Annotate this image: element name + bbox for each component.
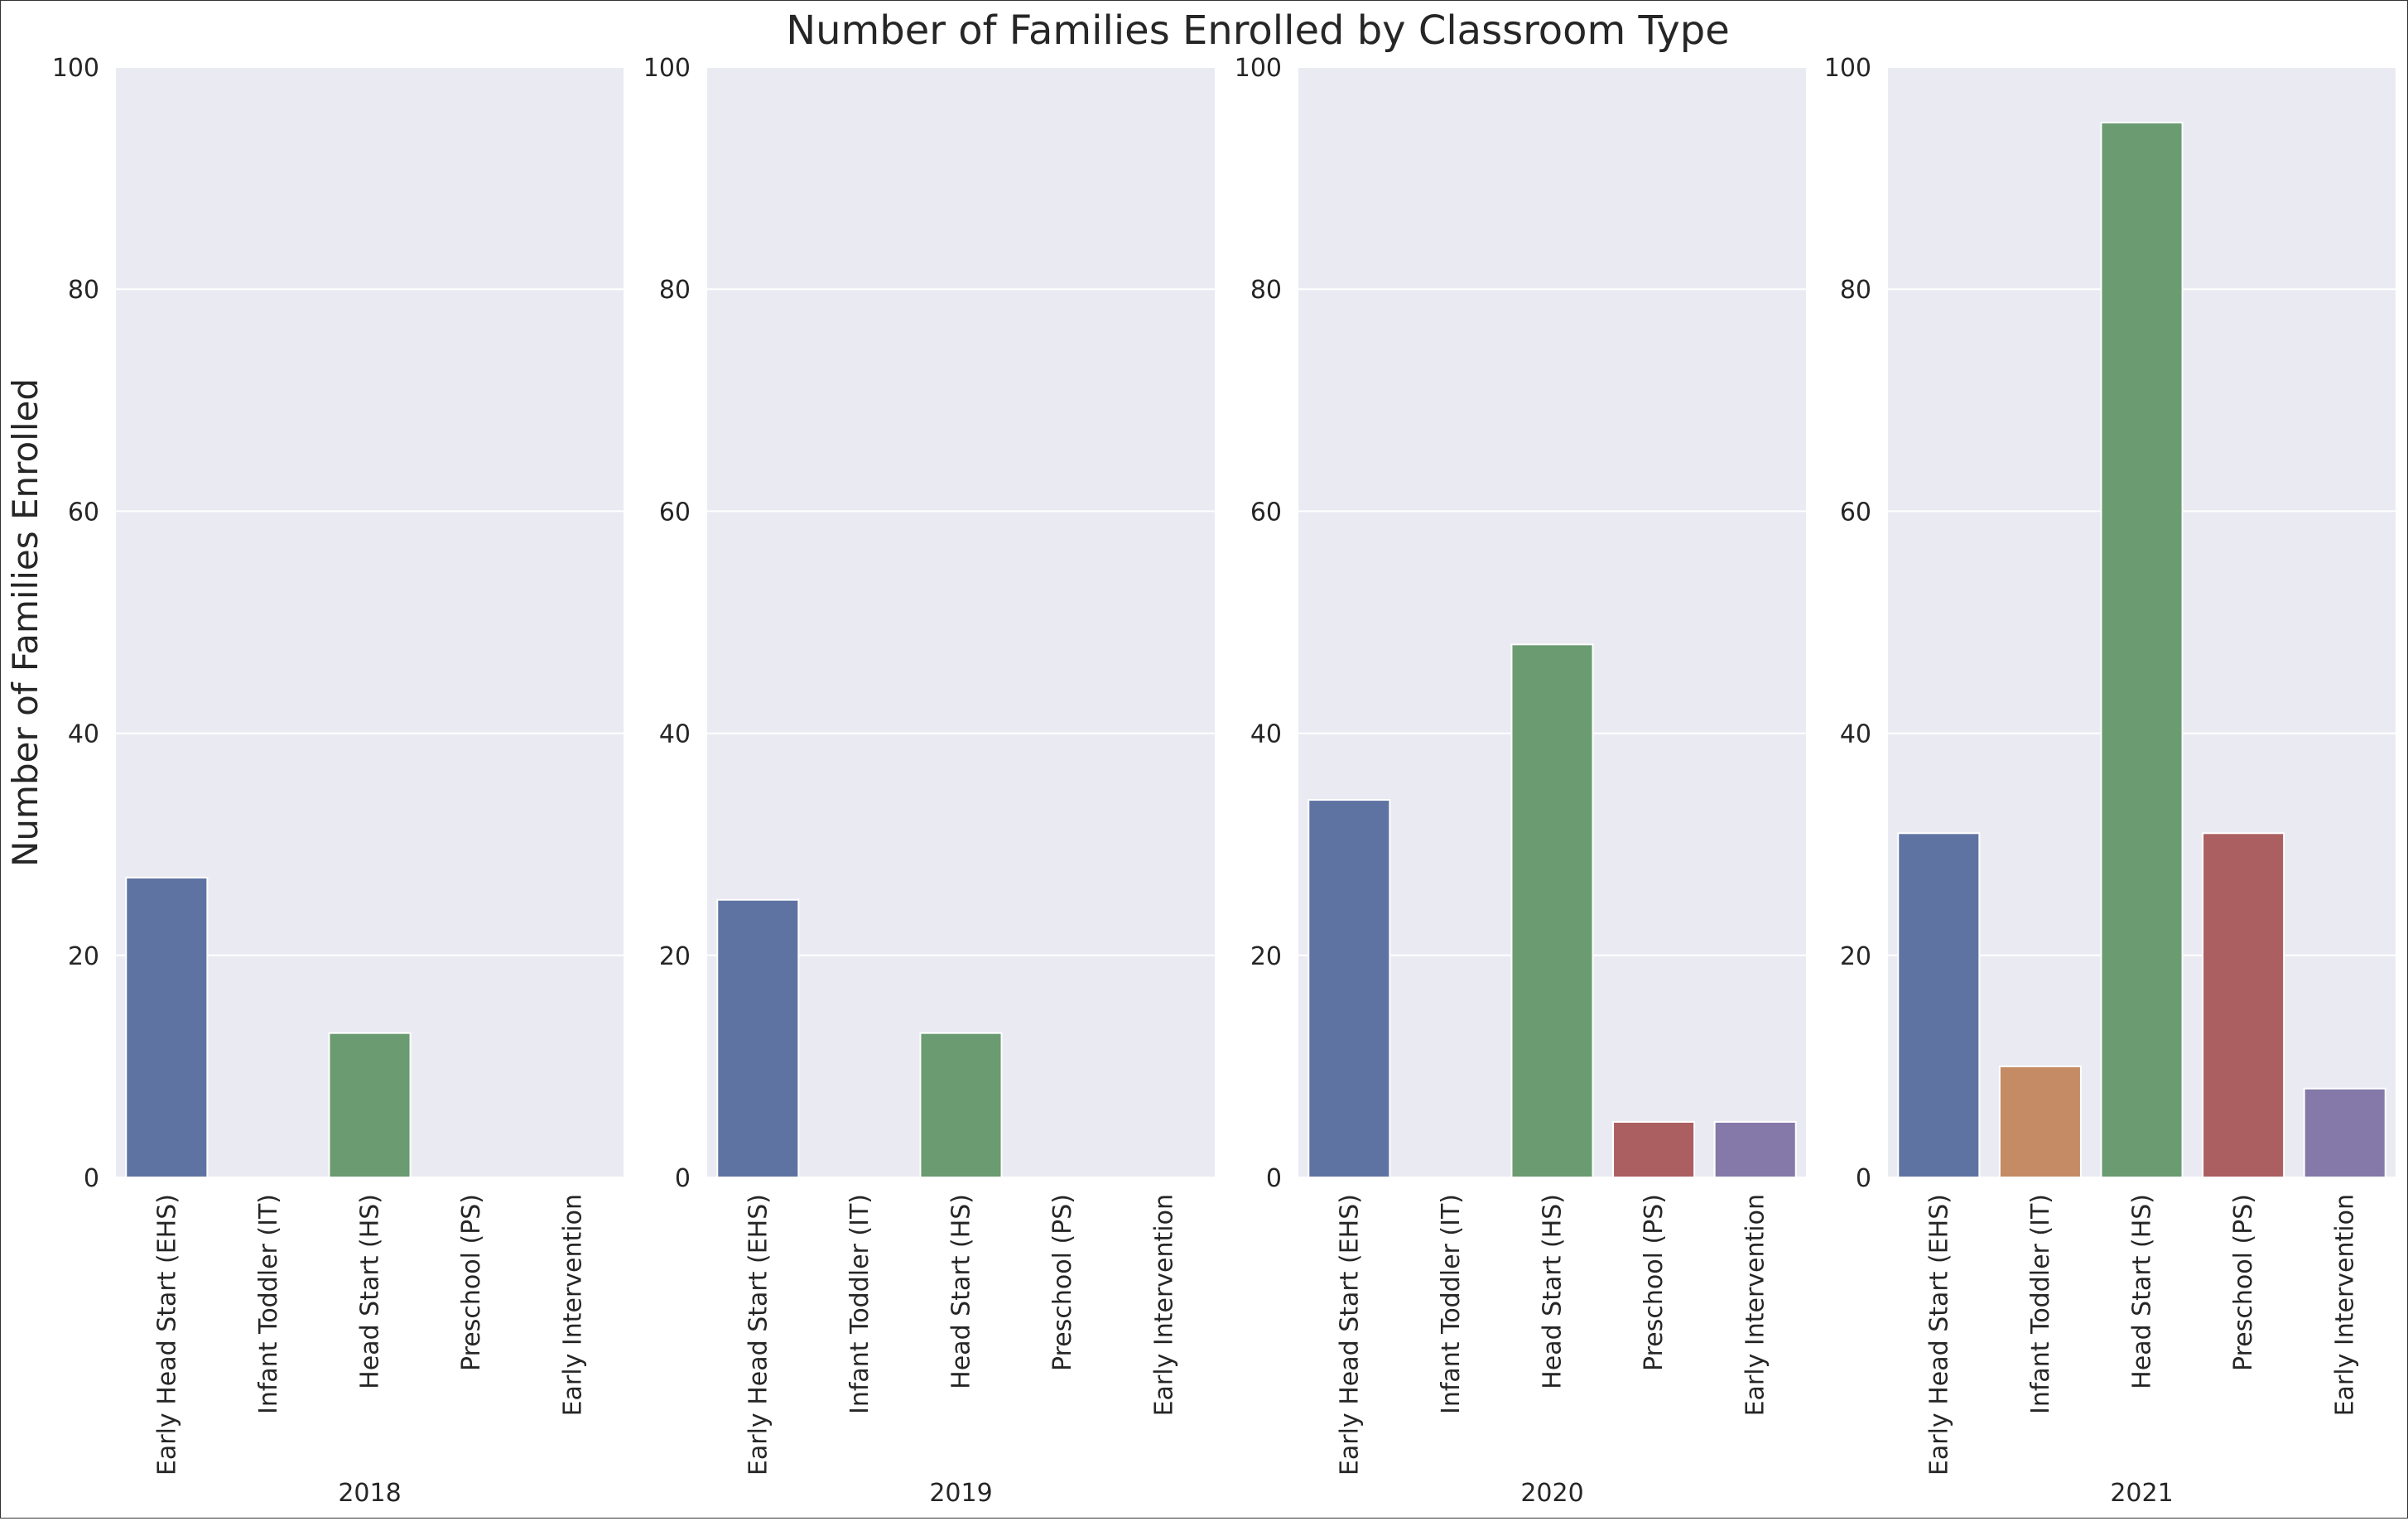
y-tick-label: 60 xyxy=(659,498,691,527)
x-tick-label: Early Intervention xyxy=(1741,1194,1770,1416)
x-tick-label: Infant Toddler (IT) xyxy=(845,1194,874,1414)
y-tick-label: 0 xyxy=(1266,1164,1282,1193)
y-tick-label: 100 xyxy=(52,54,99,83)
x-tick-label: Infant Toddler (IT) xyxy=(254,1194,283,1414)
bar-2020-0 xyxy=(1308,799,1391,1178)
panel-label: 2018 xyxy=(338,1479,401,1508)
y-tick-label: 100 xyxy=(643,54,691,83)
y-tick-label: 100 xyxy=(1235,54,1282,83)
y-tick-label: 20 xyxy=(1250,942,1282,971)
y-tick-label: 80 xyxy=(1250,276,1282,305)
y-tick-label: 100 xyxy=(1824,54,1871,83)
panel-2021: 0 20 40 60 80 100 Early Head Start (EHS) Infant… xyxy=(1824,54,2396,1508)
y-tick-label: 20 xyxy=(659,942,691,971)
bar-2020-4 xyxy=(1713,1120,1797,1178)
y-tick-label: 40 xyxy=(1250,720,1282,749)
bar-2021-1 xyxy=(1998,1065,2082,1179)
x-tick-label: Head Start (HS) xyxy=(1539,1194,1568,1389)
chart-panels: 0 20 40 60 80 100 Early Head Start (EHS) Infant… xyxy=(52,54,2396,1508)
x-tick-label: Preschool (PS) xyxy=(2229,1194,2258,1371)
panel-2020: 0 20 40 60 80 100 Early Head Start (EHS) Infant… xyxy=(1235,54,1806,1508)
chart-title: Number of Families Enrolled by Classroom… xyxy=(786,7,1730,54)
x-tick-label: Preschool (PS) xyxy=(1640,1194,1669,1371)
y-tick-label: 40 xyxy=(1840,720,1871,749)
y-tick-label: 60 xyxy=(68,498,99,527)
panel-label: 2020 xyxy=(1520,1479,1583,1508)
bar-2021-2 xyxy=(2100,122,2184,1178)
bar-2020-2 xyxy=(1510,643,1594,1178)
x-tick-label: Early Head Start (EHS) xyxy=(1924,1194,1953,1475)
x-tick-label: Early Head Start (EHS) xyxy=(744,1194,773,1475)
x-tick-label: Early Head Start (EHS) xyxy=(152,1194,181,1475)
x-tick-label: Infant Toddler (IT) xyxy=(2026,1194,2055,1414)
bar-2020-3 xyxy=(1612,1120,1696,1178)
panel-label: 2019 xyxy=(929,1479,992,1508)
y-tick-label: 60 xyxy=(1840,498,1871,527)
x-tick-label: Infant Toddler (IT) xyxy=(1437,1194,1466,1414)
x-tick-label: Early Intervention xyxy=(1150,1194,1179,1416)
bar-2021-4 xyxy=(2303,1087,2386,1178)
x-tick-label: Preschool (PS) xyxy=(457,1194,486,1371)
y-tick-label: 40 xyxy=(659,720,691,749)
bar-2018-0 xyxy=(125,876,209,1179)
panel-label: 2021 xyxy=(2110,1479,2173,1508)
panel-2018: 0 20 40 60 80 100 Early Head Start (EHS) Infant… xyxy=(52,54,624,1508)
y-tick-label: 20 xyxy=(1840,942,1871,971)
panel-2019: 0 20 40 60 80 100 Early Head Start (EHS) Infant… xyxy=(643,54,1215,1508)
bar-2019-0 xyxy=(716,898,800,1178)
y-tick-label: 0 xyxy=(675,1164,691,1193)
y-tick-label: 80 xyxy=(1840,276,1871,305)
x-tick-label: Head Start (HS) xyxy=(356,1194,385,1389)
x-tick-label: Head Start (HS) xyxy=(947,1194,976,1389)
x-tick-label: Early Head Start (EHS) xyxy=(1335,1194,1364,1475)
bar-2021-3 xyxy=(2202,832,2285,1178)
y-tick-label: 20 xyxy=(68,942,99,971)
y-tick-label: 0 xyxy=(84,1164,99,1193)
x-tick-label: Early Intervention xyxy=(559,1194,588,1416)
y-tick-label: 0 xyxy=(1856,1164,1871,1193)
x-tick-label: Head Start (HS) xyxy=(2128,1194,2157,1389)
bar-2019-2 xyxy=(919,1032,1003,1179)
x-tick-label: Early Intervention xyxy=(2331,1194,2360,1416)
y-tick-label: 40 xyxy=(68,720,99,749)
x-tick-label: Preschool (PS) xyxy=(1048,1194,1077,1371)
bar-2021-0 xyxy=(1897,832,1981,1178)
y-axis-label: Number of Families Enrolled xyxy=(5,378,46,867)
y-tick-label: 80 xyxy=(68,276,99,305)
bar-2018-2 xyxy=(328,1032,412,1179)
y-tick-label: 60 xyxy=(1250,498,1282,527)
y-tick-label: 80 xyxy=(659,276,691,305)
